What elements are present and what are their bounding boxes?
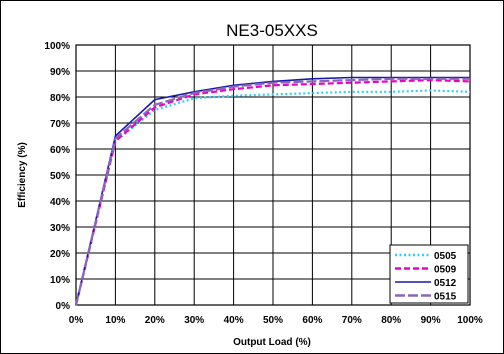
x-axis-label: Output Load (%) xyxy=(233,337,311,348)
y-tick-label: 10% xyxy=(50,275,70,286)
series-line-0512 xyxy=(75,76,470,306)
series-line-0509 xyxy=(74,78,471,306)
x-tick-label: 20% xyxy=(145,315,165,326)
y-tick-label: 0% xyxy=(56,301,71,312)
y-tick-label: 90% xyxy=(50,67,70,78)
legend: 0505 0509 0512 0515 xyxy=(389,244,469,304)
legend-label-0512: 0512 xyxy=(434,278,457,289)
x-tick-label: 30% xyxy=(184,315,204,326)
y-axis-label: Efficiency (%) xyxy=(17,142,28,208)
x-tick-label: 90% xyxy=(421,315,441,326)
y-tick-label: 60% xyxy=(50,145,70,156)
y-tick-label: 80% xyxy=(50,93,70,104)
x-tick-label: 60% xyxy=(302,315,322,326)
x-tick-label: 70% xyxy=(342,315,362,326)
x-tick-label: 100% xyxy=(457,315,483,326)
grid-lines xyxy=(76,45,470,305)
x-axis-ticks: 0% 10% 20% 30% 40% 50% 60% 70% 80% 90% 100% xyxy=(69,315,483,326)
chart-title: NE3-05XXS xyxy=(226,21,318,40)
x-tick-label: 50% xyxy=(263,315,283,326)
legend-label-0509: 0509 xyxy=(434,265,457,276)
x-tick-label: 10% xyxy=(105,315,125,326)
series-line-0505 xyxy=(74,89,471,306)
x-tick-label: 40% xyxy=(224,315,244,326)
legend-box xyxy=(389,244,469,304)
x-tick-label: 80% xyxy=(381,315,401,326)
y-tick-label: 20% xyxy=(50,249,70,260)
y-tick-label: 100% xyxy=(44,41,70,52)
y-tick-label: 40% xyxy=(50,197,70,208)
y-tick-label: 30% xyxy=(50,223,70,234)
series-lines xyxy=(74,76,471,306)
y-axis-ticks: 0% 10% 20% 30% 40% 50% 60% 70% 80% 90% 100% xyxy=(44,41,70,312)
y-tick-label: 50% xyxy=(50,171,70,182)
legend-label-0515: 0515 xyxy=(434,292,457,303)
x-tick-label: 0% xyxy=(69,315,84,326)
legend-label-0505: 0505 xyxy=(434,251,457,262)
y-tick-label: 70% xyxy=(50,119,70,130)
series-line-0515 xyxy=(74,77,470,306)
